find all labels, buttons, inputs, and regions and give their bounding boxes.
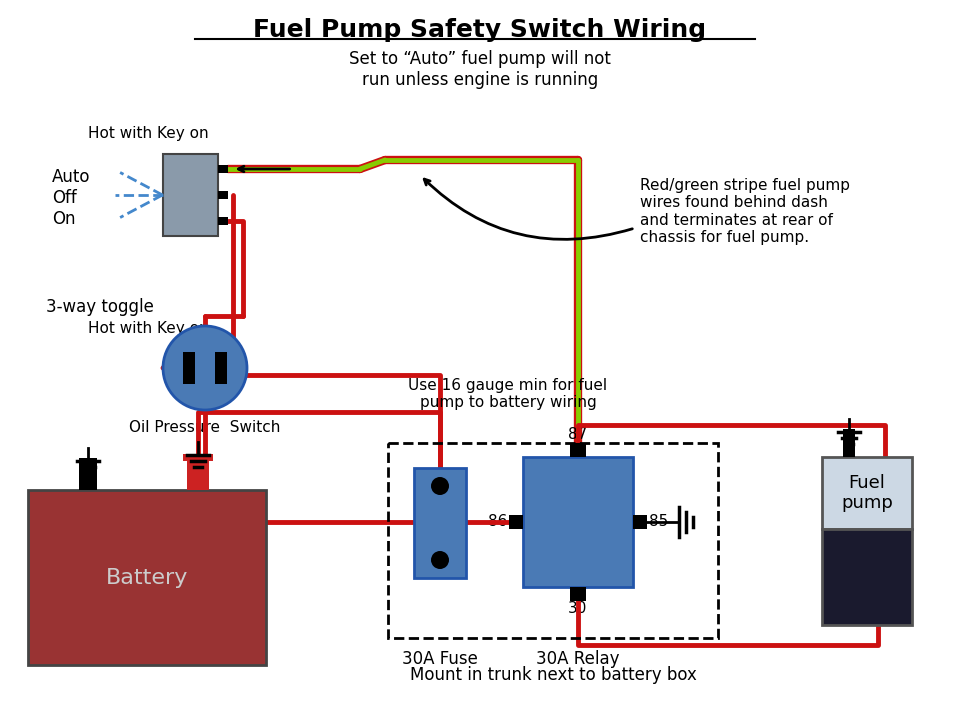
Bar — [822, 529, 912, 625]
Text: Fuel Pump Safety Switch Wiring: Fuel Pump Safety Switch Wiring — [253, 18, 707, 42]
Text: 86: 86 — [488, 515, 507, 529]
Text: Mount in trunk next to battery box: Mount in trunk next to battery box — [410, 666, 696, 684]
Text: Oil Pressure  Switch: Oil Pressure Switch — [130, 420, 280, 435]
Circle shape — [431, 477, 449, 495]
Bar — [570, 587, 586, 601]
Bar — [183, 352, 195, 384]
Bar — [218, 191, 228, 199]
Bar — [187, 458, 209, 490]
Text: Battery: Battery — [106, 567, 188, 588]
Bar — [28, 490, 266, 665]
Bar — [570, 443, 586, 457]
Bar — [388, 443, 718, 638]
Text: Hot with Key on: Hot with Key on — [88, 320, 208, 336]
Circle shape — [163, 326, 247, 410]
Bar — [218, 217, 228, 225]
Text: 3-way toggle: 3-way toggle — [46, 298, 154, 316]
Bar — [633, 515, 647, 529]
Text: Fuel
pump: Fuel pump — [841, 474, 893, 513]
Text: Red/green stripe fuel pump
wires found behind dash
and terminates at rear of
cha: Red/green stripe fuel pump wires found b… — [640, 178, 850, 246]
Text: 30A Fuse: 30A Fuse — [402, 650, 478, 668]
Text: 30A Relay: 30A Relay — [537, 650, 620, 668]
Text: Auto
Off
On: Auto Off On — [52, 168, 90, 228]
Text: 30: 30 — [568, 601, 588, 616]
Bar — [215, 352, 227, 384]
Text: 85: 85 — [649, 515, 668, 529]
Bar — [183, 454, 213, 461]
Text: Set to “Auto” fuel pump will not
run unless engine is running: Set to “Auto” fuel pump will not run unl… — [349, 50, 611, 89]
Bar — [843, 429, 855, 457]
Bar — [218, 165, 228, 173]
Bar — [822, 457, 912, 529]
Bar — [523, 457, 633, 587]
Circle shape — [431, 551, 449, 569]
Text: Use 16 gauge min for fuel
pump to battery wiring: Use 16 gauge min for fuel pump to batter… — [408, 378, 608, 410]
Bar — [509, 515, 523, 529]
Text: 87: 87 — [568, 427, 588, 442]
Bar — [79, 458, 97, 490]
Bar — [414, 468, 466, 578]
Bar — [162, 154, 218, 236]
Text: Hot with Key on: Hot with Key on — [88, 125, 208, 140]
